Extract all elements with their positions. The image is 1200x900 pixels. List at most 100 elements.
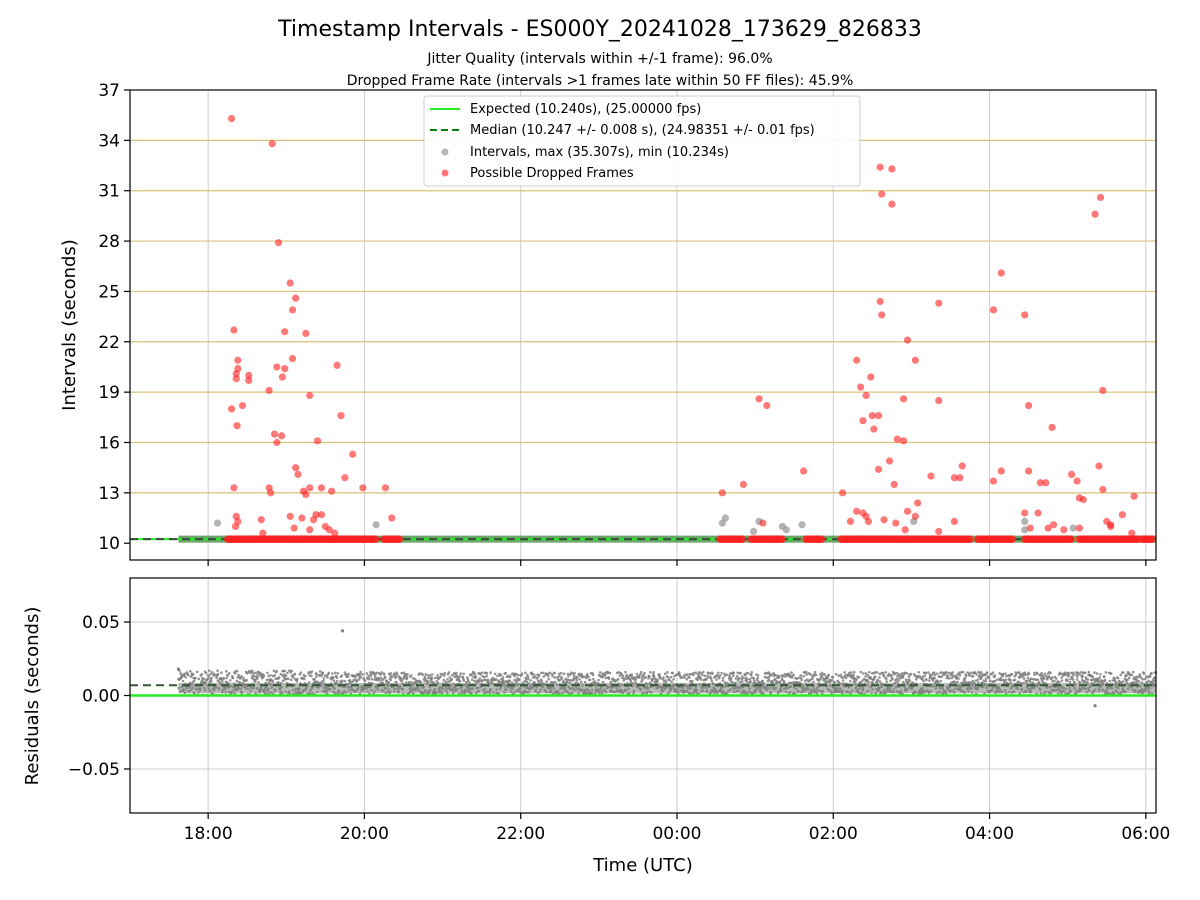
- residual-point: [1042, 677, 1046, 680]
- residual-point: [1023, 671, 1027, 674]
- residual-point: [778, 680, 782, 683]
- residual-point: [756, 676, 760, 680]
- legend-expected-label: Expected (10.240s), (25.00000 fps): [470, 102, 701, 117]
- intervals-y-ticks: 10 13 16 19 22 25 28 31 34 37: [98, 81, 130, 554]
- residual-point: [1022, 677, 1026, 680]
- residual-point: [195, 670, 199, 674]
- residual-point: [959, 671, 963, 674]
- residual-point: [482, 678, 486, 682]
- dropped-frame-point: [1079, 495, 1087, 504]
- residual-point: [634, 678, 637, 681]
- residual-point: [827, 673, 830, 677]
- residual-point: [629, 679, 633, 683]
- residual-point: [478, 679, 481, 682]
- residual-point: [767, 675, 771, 679]
- residual-point: [226, 674, 229, 677]
- residual-point: [321, 671, 325, 675]
- dropped-frame-point: [1021, 509, 1029, 517]
- residual-point: [202, 677, 206, 681]
- residual-point: [262, 675, 266, 678]
- residual-point: [1122, 671, 1125, 674]
- residual-point: [485, 672, 489, 675]
- residual-point: [843, 671, 846, 674]
- residual-point: [834, 672, 838, 676]
- residual-point: [1013, 678, 1017, 682]
- dropped-frame-point: [892, 519, 900, 527]
- residual-point: [399, 676, 403, 680]
- residual-point: [1121, 680, 1125, 683]
- legend-median-label: Median (10.247 +/- 0.008 s), (24.98351 +…: [470, 123, 815, 138]
- dropped-frame-point: [312, 511, 320, 519]
- residual-point: [1137, 679, 1141, 683]
- residual-point: [1051, 676, 1054, 679]
- residual-point: [483, 675, 486, 679]
- residual-point: [313, 678, 316, 681]
- residual-point: [873, 675, 877, 679]
- dropped-frame-point: [1021, 311, 1029, 319]
- residual-point: [790, 671, 793, 674]
- residual-point: [1001, 672, 1005, 676]
- residual-point: [540, 679, 544, 683]
- dropped-frame-point: [759, 519, 767, 527]
- residual-point: [680, 676, 684, 679]
- residual-point: [961, 670, 965, 674]
- residual-point: [878, 680, 882, 683]
- interval-point: [213, 519, 222, 527]
- residual-point: [427, 676, 430, 680]
- dropped-frame-point: [313, 437, 322, 445]
- residual-point: [885, 677, 888, 680]
- residual-point: [567, 678, 571, 682]
- dropped-frame-point: [1067, 535, 1075, 543]
- residual-point: [382, 677, 385, 681]
- dropped-frame-rate-subtitle: Dropped Frame Rate (intervals >1 frames …: [347, 73, 854, 89]
- residual-point: [1014, 673, 1018, 677]
- dropped-frame-point: [1025, 467, 1033, 475]
- residual-point: [269, 673, 272, 677]
- residual-point: [1100, 679, 1103, 683]
- residual-point: [805, 673, 808, 676]
- dropped-frame-point: [901, 526, 909, 534]
- residual-point: [341, 679, 344, 683]
- residual-point: [516, 673, 520, 677]
- dropped-frame-point: [997, 269, 1005, 277]
- dropped-frame-point: [935, 299, 943, 307]
- residual-point: [908, 678, 911, 682]
- residual-point: [624, 670, 627, 674]
- residual-point: [400, 678, 404, 682]
- dropped-frame-point: [911, 356, 919, 364]
- residual-point: [774, 673, 777, 677]
- residual-point: [761, 679, 764, 683]
- residual-point: [944, 670, 948, 674]
- residual-point: [237, 673, 240, 677]
- dropped-frame-point: [231, 522, 240, 531]
- residual-point: [579, 680, 583, 684]
- residual-point: [987, 675, 991, 679]
- intervals-points: [213, 114, 1157, 543]
- residual-point: [1141, 678, 1144, 681]
- residual-point: [439, 675, 442, 678]
- residual-point: [455, 671, 458, 675]
- residual-point: [745, 680, 749, 683]
- dropped-frame-point: [862, 391, 870, 400]
- residual-point: [732, 671, 736, 675]
- dropped-frame-point: [950, 517, 958, 525]
- dropped-frame-point: [890, 480, 898, 489]
- residual-point: [813, 670, 817, 674]
- residual-point: [349, 680, 352, 684]
- residual-point: [721, 679, 725, 682]
- dropped-frame-point: [230, 484, 238, 492]
- residual-point: [1027, 672, 1031, 676]
- intervals-ytick-label: 19: [98, 383, 120, 403]
- residual-point: [764, 671, 767, 675]
- residual-point: [979, 671, 983, 674]
- residual-point: [664, 680, 668, 684]
- residual-point: [473, 679, 476, 683]
- residual-point: [984, 679, 988, 683]
- residual-point: [502, 680, 505, 684]
- residual-point: [621, 674, 625, 678]
- residuals-panel: −0.05 0.00 0.05 18:00 20:00 22:00 00:00 02:00 0…: [22, 577, 1170, 844]
- residual-point: [866, 678, 869, 682]
- interval-point: [372, 521, 380, 529]
- dropped-frame-point: [927, 472, 935, 480]
